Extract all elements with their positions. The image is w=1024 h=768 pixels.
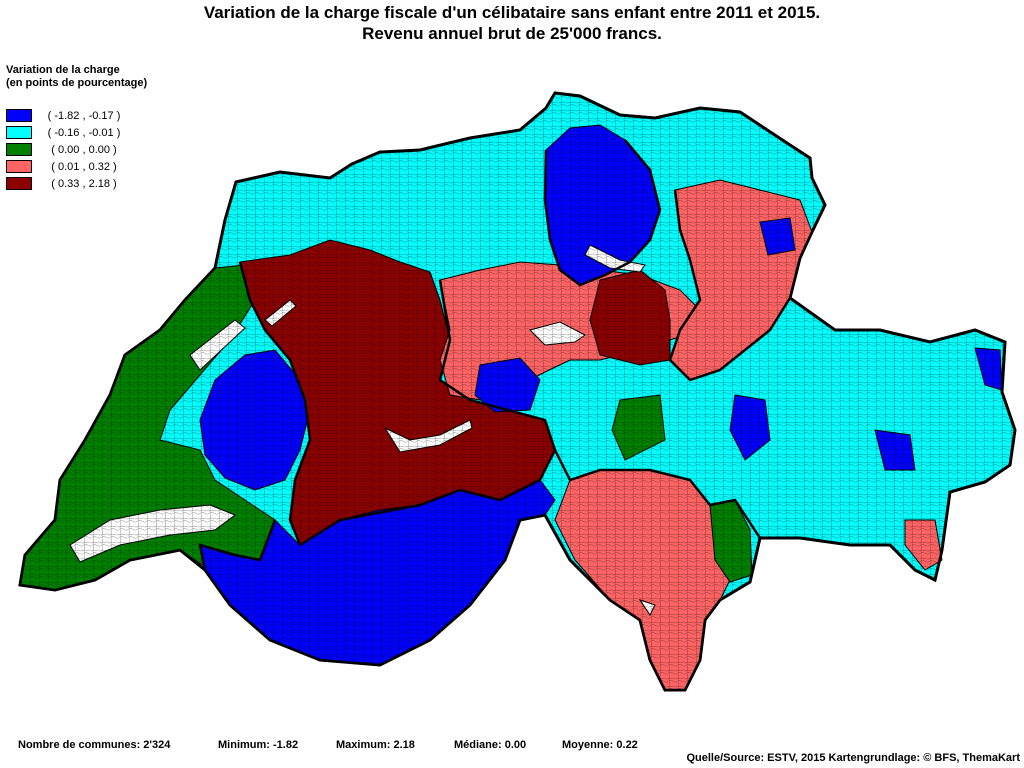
legend-item-very-negative: ( -1.82 , -0.17 ) xyxy=(6,107,147,124)
map-title-line1: Variation de la charge fiscale d'un céli… xyxy=(203,3,821,22)
stat-communes: Nombre de communes: 2'324 xyxy=(18,739,171,751)
stat-mean: Moyenne: 0.22 xyxy=(562,739,638,751)
legend-item-slightly-negative: ( -0.16 , -0.01 ) xyxy=(6,124,147,141)
legend-items: ( -1.82 , -0.17 ) ( -0.16 , -0.01 ) ( 0.… xyxy=(6,107,147,192)
legend-title-line1: Variation de la charge xyxy=(6,64,120,76)
stat-maximum: Maximum: 2.18 xyxy=(336,739,415,751)
legend-title-line2: (en points de pourcentage) xyxy=(6,77,148,89)
legend-swatch-cyan xyxy=(6,126,32,139)
stat-median: Médiane: 0.00 xyxy=(454,739,527,751)
map-title: Variation de la charge fiscale d'un céli… xyxy=(0,2,1024,44)
legend-label: ( 0.33 , 2.18 ) xyxy=(51,177,117,190)
stat-minimum: Minimum: -1.82 xyxy=(218,739,299,751)
legend-title: Variation de la charge (en points de pou… xyxy=(6,64,147,90)
legend-label: ( 0.01 , 0.32 ) xyxy=(51,160,117,173)
legend-swatch-salmon xyxy=(6,160,32,173)
legend-swatch-green xyxy=(6,143,32,156)
legend-label: ( -1.82 , -0.17 ) xyxy=(47,109,121,122)
commune-boundaries xyxy=(20,93,1015,690)
legend-swatch-dark-red xyxy=(6,177,32,190)
legend-label: ( 0.00 , 0.00 ) xyxy=(51,143,117,156)
legend-item-very-positive: ( 0.33 , 2.18 ) xyxy=(6,175,147,192)
map-title-line2: Revenu annuel brut de 25'000 francs. xyxy=(362,24,662,43)
legend-item-slightly-positive: ( 0.01 , 0.32 ) xyxy=(6,158,147,175)
source-credit: Quelle/Source: ESTV, 2015 Kartengrundlag… xyxy=(686,752,1020,764)
legend-label: ( -0.16 , -0.01 ) xyxy=(47,126,121,139)
legend-item-zero: ( 0.00 , 0.00 ) xyxy=(6,141,147,158)
canton-borders xyxy=(18,91,1017,692)
legend-swatch-blue xyxy=(6,109,32,122)
switzerland-choropleth-map xyxy=(18,91,1017,692)
legend: Variation de la charge (en points de pou… xyxy=(6,64,147,192)
